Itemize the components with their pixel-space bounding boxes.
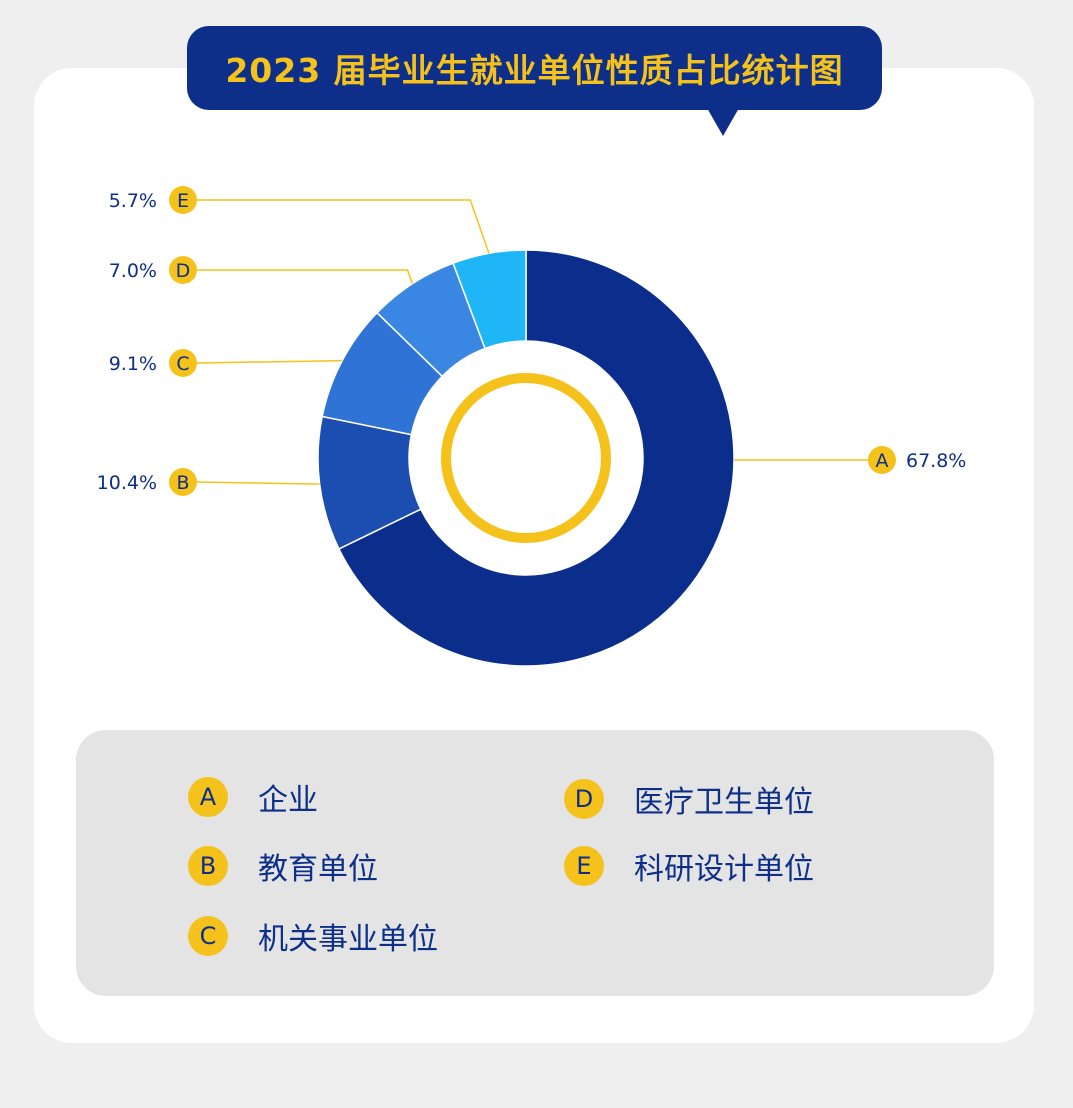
label-key-d: D	[176, 260, 191, 282]
slice-a	[337, 249, 735, 667]
title-banner: 2023 届毕业生就业单位性质占比统计图	[187, 26, 882, 136]
legend-badge-d: D	[564, 779, 604, 819]
label-key-a: A	[876, 450, 889, 472]
leader-line-d	[196, 269, 414, 285]
leader-line-c	[195, 359, 343, 364]
label-value-a: 67.8%	[906, 450, 966, 472]
inner-ring-decoration	[441, 373, 611, 543]
label-value-d: 7.0%	[109, 260, 157, 282]
legend-item-d: D 医疗卫生单位	[564, 777, 814, 821]
label-badge-b	[169, 468, 197, 496]
label-value-c: 9.1%	[109, 353, 157, 375]
label-value-b: 10.4%	[97, 472, 157, 494]
label-badge-a	[868, 446, 896, 474]
label-value-e: 5.7%	[109, 190, 157, 212]
legend-item-b: B 教育单位	[188, 844, 378, 888]
leader-line-e	[196, 199, 490, 254]
legend-label-e: 科研设计单位	[634, 852, 814, 887]
leader-line-b	[195, 481, 320, 485]
legend-item-e: E 科研设计单位	[564, 844, 814, 888]
legend-panel: A 企业 B 教育单位 C 机关事业单位 D 医疗卫生单位 E 科研设计单位	[76, 730, 994, 996]
legend-badge-c: C	[188, 916, 228, 956]
chart-title: 2023 届毕业生就业单位性质占比统计图	[225, 51, 844, 90]
legend-badge-e: E	[564, 846, 604, 886]
label-badge-c	[169, 349, 197, 377]
legend-item-a: A 企业	[188, 775, 318, 819]
label-badge-d	[169, 256, 197, 284]
legend-label-a: 企业	[258, 783, 318, 818]
legend-label-b: 教育单位	[258, 852, 378, 887]
label-badge-e	[169, 186, 197, 214]
legend-label-c: 机关事业单位	[258, 922, 438, 957]
legend-item-c: C 机关事业单位	[188, 914, 438, 958]
label-key-e: E	[177, 190, 189, 212]
legend-label-d: 医疗卫生单位	[634, 785, 814, 820]
slice-e	[452, 249, 527, 350]
label-key-c: C	[176, 353, 189, 375]
label-key-b: B	[176, 472, 189, 494]
legend-badge-a: A	[188, 777, 228, 817]
legend-badge-b: B	[188, 846, 228, 886]
title-pointer	[707, 108, 739, 136]
